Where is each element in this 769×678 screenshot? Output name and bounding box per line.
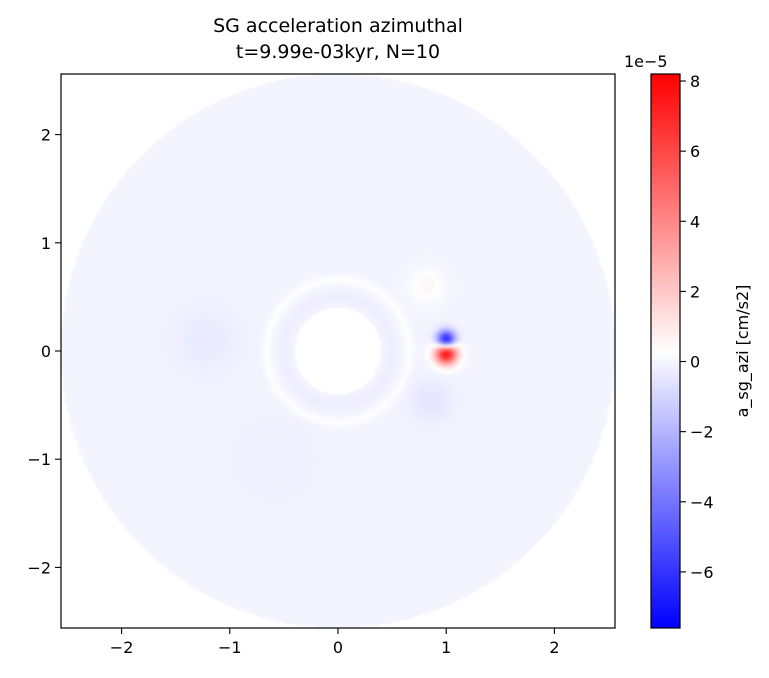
colorbar-tick-label: 8 (690, 72, 700, 91)
heatmap-image (61, 74, 615, 628)
colorbar-tick-label: 4 (690, 212, 700, 231)
x-tick-label: −2 (110, 638, 134, 657)
colorbar-gradient (651, 74, 680, 628)
y-tick-label: 2 (41, 126, 51, 145)
chart-title-line-2: t=9.99e-03kyr, N=10 (236, 41, 440, 63)
colorbar-tick-label: −4 (690, 493, 714, 512)
x-axis: −2 −1 0 1 2 (110, 628, 560, 657)
chart-title-line-1: SG acceleration azimuthal (213, 15, 463, 37)
colorbar-tick-label: −6 (690, 563, 714, 582)
colorbar-scale-label: 1e−5 (624, 52, 668, 71)
y-tick-label: −2 (27, 558, 51, 577)
x-tick-label: 0 (333, 638, 343, 657)
colorbar-tick-label: 2 (690, 282, 700, 301)
colorbar-tick-label: 6 (690, 142, 700, 161)
y-axis: −2 −1 0 1 2 (27, 126, 61, 577)
y-tick-label: 0 (41, 342, 51, 361)
colorbar-frame (650, 73, 681, 629)
x-tick-label: 1 (441, 638, 451, 657)
x-tick-label: −1 (218, 638, 242, 657)
colorbar-tick-label: −2 (690, 423, 714, 442)
colorbar-axis: −6 −4 −2 0 2 4 6 8 (680, 72, 714, 582)
colorbar-label: a_sg_azi [cm/s2] (733, 285, 753, 418)
y-tick-label: −1 (27, 450, 51, 469)
x-tick-label: 2 (549, 638, 559, 657)
y-tick-label: 1 (41, 234, 51, 253)
colorbar-tick-label: 0 (690, 353, 700, 372)
